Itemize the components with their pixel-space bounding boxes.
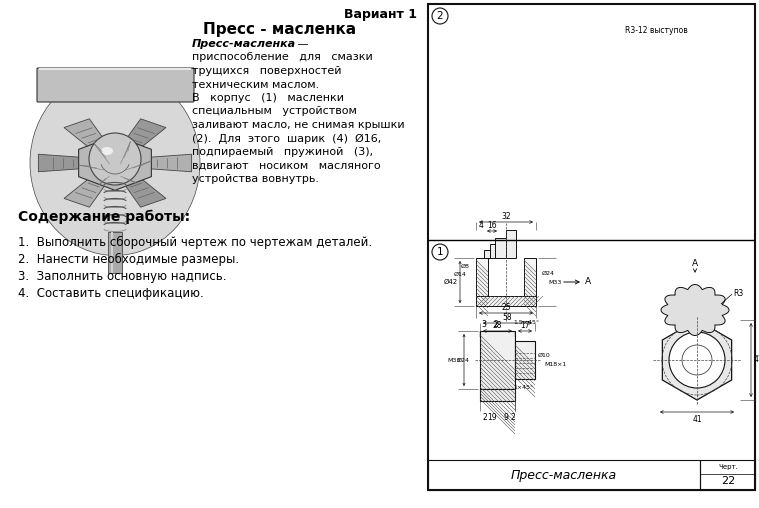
Text: подпираемый   пружиной   (3),: подпираемый пружиной (3), bbox=[192, 147, 373, 157]
Text: 1: 1 bbox=[436, 247, 443, 257]
Text: 28: 28 bbox=[493, 321, 502, 330]
Text: 2: 2 bbox=[483, 413, 487, 422]
Text: вдвигают   носиком   масляного: вдвигают носиком масляного bbox=[192, 161, 380, 171]
Text: Пресс-масленка: Пресс-масленка bbox=[192, 39, 296, 49]
Bar bbox=[484, 250, 490, 258]
Text: А: А bbox=[692, 259, 698, 268]
Bar bbox=[480, 389, 515, 401]
Bar bbox=[495, 238, 506, 258]
Bar bbox=[515, 341, 535, 379]
Ellipse shape bbox=[30, 71, 200, 256]
Text: специальным   устройством: специальным устройством bbox=[192, 107, 357, 116]
Text: А: А bbox=[585, 277, 591, 287]
Text: R3-12 выступов: R3-12 выступов bbox=[625, 26, 688, 35]
Bar bbox=[476, 258, 488, 306]
Text: 4: 4 bbox=[479, 221, 483, 230]
Text: 2: 2 bbox=[493, 320, 499, 329]
Text: техническим маслом.: техническим маслом. bbox=[192, 79, 320, 89]
Bar bbox=[700, 460, 755, 490]
Text: Пресс-масленка: Пресс-масленка bbox=[511, 468, 617, 482]
Ellipse shape bbox=[101, 147, 113, 155]
Text: Ø42: Ø42 bbox=[444, 279, 458, 285]
Text: 3.  Заполнить основную надпись.: 3. Заполнить основную надпись. bbox=[18, 270, 226, 283]
Text: Ø24: Ø24 bbox=[542, 270, 555, 275]
Bar bbox=[490, 244, 495, 258]
Text: Ø8: Ø8 bbox=[461, 264, 470, 269]
Text: устройства вовнутрь.: устройства вовнутрь. bbox=[192, 174, 319, 184]
Text: M18×1: M18×1 bbox=[544, 363, 566, 367]
Polygon shape bbox=[64, 119, 109, 152]
Bar bbox=[428, 460, 700, 490]
Text: 4.  Составить спецификацию.: 4. Составить спецификацию. bbox=[18, 287, 203, 300]
Text: заливают масло, не снимая крышки: заливают масло, не снимая крышки bbox=[192, 120, 405, 130]
Text: 2: 2 bbox=[436, 11, 443, 21]
Polygon shape bbox=[663, 320, 732, 400]
Circle shape bbox=[432, 244, 448, 260]
Text: 2.  Нанести необходимые размеры.: 2. Нанести необходимые размеры. bbox=[18, 253, 239, 266]
Text: 32: 32 bbox=[501, 212, 511, 221]
Text: 2: 2 bbox=[511, 413, 515, 422]
Text: трущихся   поверхностей: трущихся поверхностей bbox=[192, 66, 342, 76]
Polygon shape bbox=[661, 284, 729, 335]
Text: M33: M33 bbox=[448, 358, 461, 363]
Bar bbox=[524, 258, 536, 306]
Bar bbox=[506, 230, 516, 258]
Text: 22: 22 bbox=[721, 476, 735, 486]
Text: Пресс - масленка: Пресс - масленка bbox=[203, 22, 357, 37]
Text: —: — bbox=[294, 39, 312, 49]
Circle shape bbox=[682, 345, 712, 375]
Bar bbox=[428, 4, 755, 490]
Text: 17: 17 bbox=[520, 321, 530, 330]
Polygon shape bbox=[39, 154, 88, 172]
Polygon shape bbox=[79, 136, 151, 190]
Bar bbox=[480, 331, 515, 389]
Text: Черт.: Черт. bbox=[718, 464, 738, 469]
Text: R3: R3 bbox=[733, 290, 743, 299]
Text: 47.3: 47.3 bbox=[754, 356, 759, 365]
Circle shape bbox=[432, 8, 448, 24]
Text: 19: 19 bbox=[487, 413, 497, 422]
Bar bbox=[108, 232, 122, 273]
Circle shape bbox=[669, 332, 725, 388]
Text: 41: 41 bbox=[692, 415, 702, 424]
Text: M33: M33 bbox=[548, 280, 562, 285]
Text: 16: 16 bbox=[487, 221, 497, 230]
Text: 9: 9 bbox=[503, 413, 509, 422]
FancyBboxPatch shape bbox=[37, 68, 194, 102]
Text: Ø24: Ø24 bbox=[457, 358, 470, 363]
Polygon shape bbox=[64, 174, 109, 207]
Bar bbox=[476, 296, 536, 306]
Text: В   корпус   (1)   масленки: В корпус (1) масленки bbox=[192, 93, 344, 103]
Polygon shape bbox=[121, 119, 166, 152]
Text: (2).  Для  этого  шарик  (4)  Ø16,: (2). Для этого шарик (4) Ø16, bbox=[192, 134, 381, 144]
Text: Содержание работы:: Содержание работы: bbox=[18, 210, 190, 225]
Text: Вариант 1: Вариант 1 bbox=[344, 8, 417, 21]
Text: приспособление   для   смазки: приспособление для смазки bbox=[192, 52, 373, 62]
Circle shape bbox=[89, 133, 141, 185]
Polygon shape bbox=[121, 174, 166, 207]
Text: 58: 58 bbox=[502, 313, 512, 322]
Polygon shape bbox=[142, 154, 191, 172]
Text: 1×45°: 1×45° bbox=[513, 385, 533, 390]
Text: 3: 3 bbox=[481, 320, 487, 329]
Text: Ø10: Ø10 bbox=[538, 353, 551, 358]
Text: 1.5×45°: 1.5×45° bbox=[513, 320, 539, 325]
Text: 25: 25 bbox=[501, 303, 511, 312]
Text: Ø14: Ø14 bbox=[454, 271, 467, 276]
Text: 1.  Выполнить сборочный чертеж по чертежам деталей.: 1. Выполнить сборочный чертеж по чертежа… bbox=[18, 236, 372, 249]
